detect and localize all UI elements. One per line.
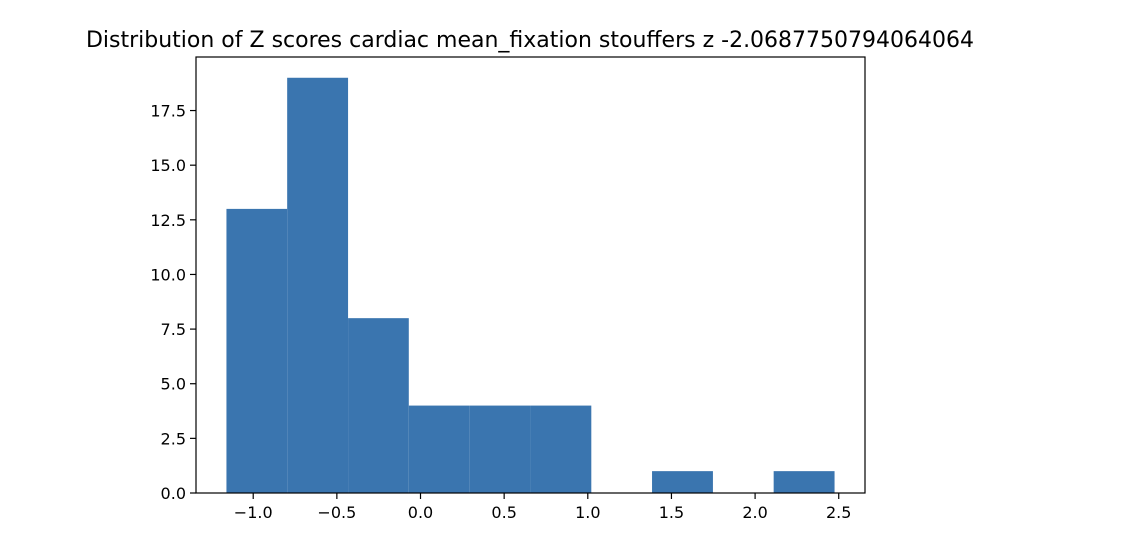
x-tick-label: 2.5: [826, 503, 851, 522]
x-tick-label: 2.0: [742, 503, 767, 522]
histogram-bar-3: [408, 405, 470, 493]
histogram-bar-5: [530, 405, 592, 493]
bars-group: [226, 77, 835, 494]
y-tick-label: 12.5: [150, 211, 186, 230]
histogram-bar-9: [773, 471, 835, 493]
x-tick-label: −1.0: [234, 503, 273, 522]
y-tick-label: 7.5: [161, 320, 186, 339]
x-tick-label: 1.5: [659, 503, 684, 522]
x-tick-label: 1.0: [575, 503, 600, 522]
y-axis: 0.0 2.5 5.0 7.5 10.0 12.5 15.0 17.5: [150, 102, 196, 503]
x-tick-label: 0.0: [408, 503, 433, 522]
y-tick-label: 0.0: [161, 484, 186, 503]
y-tick-label: 10.0: [150, 265, 186, 284]
x-axis: −1.0 −0.5 0.0 0.5 1.0 1.5 2.0 2.5: [234, 493, 851, 522]
histogram-bar-2: [348, 318, 409, 493]
histogram-bar-0: [226, 208, 288, 494]
y-tick-label: 5.0: [161, 375, 186, 394]
histogram-bar-4: [469, 405, 531, 493]
x-tick-label: 0.5: [491, 503, 516, 522]
y-tick-label: 17.5: [150, 102, 186, 121]
y-tick-label: 2.5: [161, 429, 186, 448]
histogram-bar-1: [287, 77, 349, 493]
chart-title: Distribution of Z scores cardiac mean_fi…: [86, 28, 974, 53]
plot-frame: [195, 56, 866, 494]
x-tick-label: −0.5: [317, 503, 356, 522]
histogram-bar-7: [652, 471, 713, 493]
y-tick-label: 15.0: [150, 156, 186, 175]
